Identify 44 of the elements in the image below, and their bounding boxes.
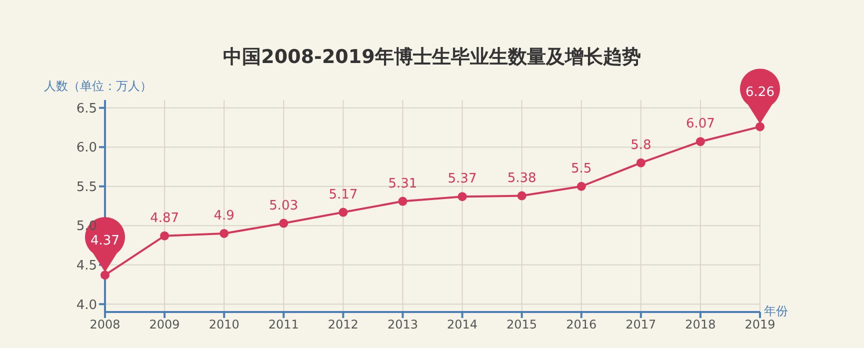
y-tick-label: 6.5 (76, 101, 97, 116)
x-tick-label: 2013 (387, 318, 418, 332)
point (338, 208, 348, 217)
data-label: 5.17 (328, 187, 358, 202)
chart-title: 中国2008-2019年博士生毕业生数量及增长趋势 (222, 45, 642, 70)
point (696, 137, 705, 146)
point (398, 196, 408, 206)
y-tick-label: 4.5 (76, 258, 97, 274)
data-label: 5.03 (269, 198, 298, 214)
x-tick-label: 2019 (744, 318, 776, 332)
point (458, 192, 467, 202)
point (576, 182, 586, 191)
x-axis-title: 年份 (764, 303, 788, 320)
data-label: 6.26 (746, 85, 774, 100)
x-tick-label: 2012 (328, 318, 358, 332)
data-label: 4.9 (214, 208, 234, 224)
point (220, 228, 229, 238)
x-tick-label: 2016 (566, 318, 597, 332)
x-tick-label: 2011 (268, 318, 299, 332)
data-label: 5.5 (571, 161, 592, 176)
x-tick-label: 2015 (506, 318, 538, 332)
y-tick-label: 4.0 (76, 298, 97, 313)
x-tick-label: 2014 (447, 318, 478, 332)
data-label: 5.8 (630, 138, 652, 153)
point (636, 158, 646, 168)
data-label: 5.38 (507, 170, 536, 186)
x-tick-label: 2018 (685, 318, 716, 332)
point (160, 231, 170, 240)
y-tick-label: 6.0 (76, 140, 97, 156)
point (100, 270, 110, 280)
point (756, 122, 764, 132)
point (517, 191, 526, 200)
point (279, 218, 288, 228)
data-label: 5.31 (388, 176, 418, 192)
y-tick-label: 5.5 (76, 180, 97, 195)
x-tick-label: 2017 (626, 318, 656, 332)
data-label: 5.37 (448, 172, 477, 187)
data-label: 4.37 (90, 234, 120, 249)
data-label: 6.07 (686, 116, 715, 132)
data-label: 4.87 (150, 210, 180, 226)
x-tick-label: 2009 (149, 318, 180, 332)
y-axis-title: 人数（单位：万人） (44, 78, 152, 95)
x-tick-label: 2008 (90, 318, 120, 332)
x-tick-label: 2010 (208, 318, 240, 332)
